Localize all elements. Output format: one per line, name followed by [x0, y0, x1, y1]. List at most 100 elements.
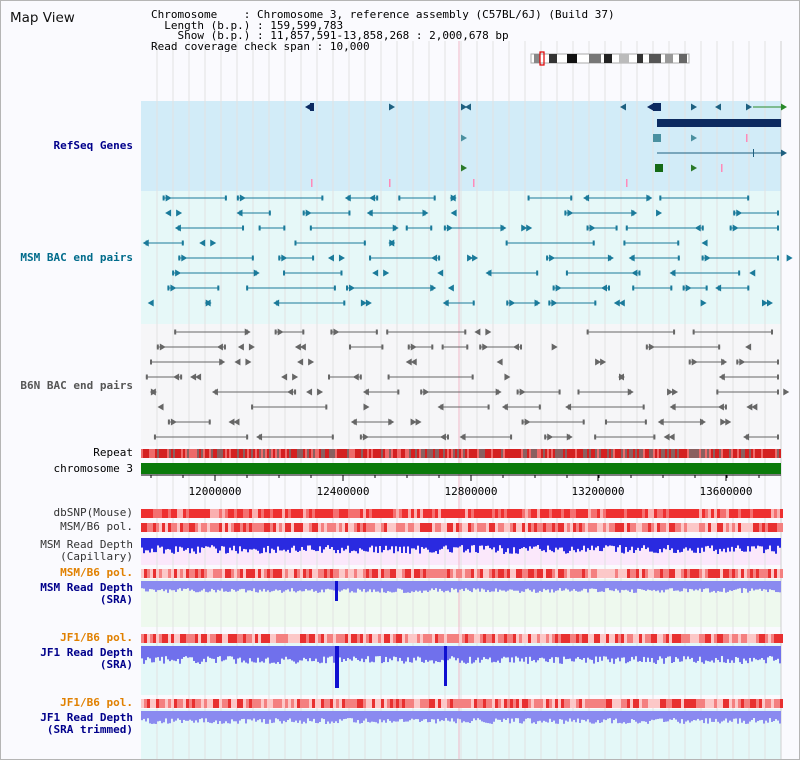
msm-b6-pol-segment	[396, 523, 399, 532]
msm-b6-pol-segment	[252, 523, 255, 532]
repeat-segment	[255, 449, 257, 458]
msm-bac-end-arrow	[165, 194, 172, 202]
msm-b6-pol-segment	[381, 523, 384, 532]
jf1-depth-trimmed-bar	[427, 711, 429, 723]
msm-b6-pol2-segment	[294, 569, 297, 578]
msm-depth-sra-bar	[627, 581, 629, 591]
msm-depth-capillary-bar	[767, 538, 769, 550]
jf1-depth-sra-bar	[261, 646, 263, 662]
jf1-depth-sra-bar	[497, 646, 499, 661]
repeat-segment	[667, 449, 669, 458]
jf1-depth-sra-bar	[619, 646, 621, 662]
jf1-depth-sra-bar	[409, 646, 411, 663]
jf1-depth-trimmed-bar	[675, 711, 677, 720]
msm-depth-sra-bar	[353, 581, 355, 593]
track-label-msm-depth-sra-1[interactable]: MSM Read Depth	[40, 581, 133, 594]
msm-b6-pol-segment	[141, 523, 144, 532]
msm-depth-capillary-bar	[467, 538, 469, 550]
msm-b6-pol-segment	[255, 523, 258, 532]
jf1-depth-sra-bar	[567, 646, 569, 659]
jf1-b6-pol-segment	[453, 634, 456, 643]
track-label-jf1-b6-pol-2[interactable]: JF1/B6 pol.	[60, 696, 133, 709]
track-label-msm-depth-capillary-1[interactable]: MSM Read Depth	[40, 538, 133, 551]
msm-depth-capillary-bar	[621, 538, 623, 553]
msm-depth-capillary-bar	[283, 538, 285, 550]
b6n-bac-end-arrow	[350, 418, 357, 426]
jf1-b6-pol2-segment	[747, 699, 750, 708]
msm-depth-capillary-bar	[709, 538, 711, 549]
jf1-b6-pol2-segment	[228, 699, 231, 708]
msm-b6-pol-segment	[570, 523, 573, 532]
jf1-b6-pol-segment	[675, 634, 678, 643]
jf1-depth-sra-bar-spike	[444, 646, 447, 686]
msm-depth-capillary-bar	[169, 538, 171, 550]
track-label-jf1-b6-pol[interactable]: JF1/B6 pol.	[60, 631, 133, 644]
jf1-depth-sra-bar	[413, 646, 415, 658]
jf1-depth-trimmed-bar	[357, 711, 359, 721]
jf1-b6-pol-segment	[624, 634, 627, 643]
dbsnp-segment	[516, 509, 519, 518]
msm-depth-sra-bar	[551, 581, 553, 590]
repeat-segment	[641, 449, 643, 458]
track-label-dbsnp[interactable]: dbSNP(Mouse)	[53, 506, 133, 519]
jf1-b6-pol-segment	[438, 634, 441, 643]
msm-depth-sra-bar	[237, 581, 239, 591]
jf1-b6-pol-segment	[774, 634, 777, 643]
msm-depth-capillary-bar	[159, 538, 161, 548]
repeat-segment	[673, 449, 675, 458]
track-label-jf1-depth-sra-1[interactable]: JF1 Read Depth	[40, 646, 133, 659]
repeat-segment	[513, 449, 515, 458]
track-label-msm-b6-pol[interactable]: MSM/B6 pol.	[60, 520, 133, 533]
jf1-depth-trimmed-bar	[615, 711, 617, 719]
msm-depth-sra-bar	[189, 581, 191, 591]
jf1-depth-sra-bar	[371, 646, 373, 662]
track-label-b6n-bac[interactable]: B6N BAC end pairs	[20, 379, 133, 392]
jf1-b6-pol2-segment	[744, 699, 747, 708]
jf1-depth-sra-bar	[737, 646, 739, 658]
jf1-b6-pol-segment	[660, 634, 663, 643]
dbsnp-segment	[564, 509, 567, 518]
msm-bac-pair-end	[552, 285, 555, 291]
track-label-repeat: Repeat	[93, 446, 133, 459]
msm-b6-pol-segment	[561, 523, 564, 532]
jf1-depth-sra-bar	[453, 646, 455, 658]
jf1-depth-trimmed-bar	[141, 711, 143, 721]
msm-depth-sra-bar	[563, 581, 565, 591]
track-label-msm-bac[interactable]: MSM BAC end pairs	[20, 251, 133, 264]
repeat-segment	[619, 449, 621, 458]
track-label-msm-b6-pol-2[interactable]: MSM/B6 pol.	[60, 566, 133, 579]
dbsnp-segment	[504, 509, 507, 518]
jf1-b6-pol-segment	[156, 634, 159, 643]
msm-b6-pol-segment	[213, 523, 216, 532]
b6n-bac-end-arrow	[513, 343, 520, 351]
msm-depth-sra-bar	[511, 581, 513, 590]
msm-b6-pol-segment	[423, 523, 426, 532]
jf1-depth-trimmed-bar	[189, 711, 191, 720]
msm-b6-pol2-segment	[684, 569, 687, 578]
dbsnp-segment	[471, 509, 474, 518]
jf1-depth-sra-bar	[187, 646, 189, 658]
track-label-refseq[interactable]: RefSeq Genes	[53, 139, 133, 152]
jf1-b6-pol-segment	[144, 634, 147, 643]
jf1-depth-trimmed-bar	[521, 711, 523, 724]
jf1-depth-sra-bar	[157, 646, 159, 658]
msm-depth-sra-bar	[779, 581, 781, 593]
jf1-depth-trimmed-bar	[411, 711, 413, 719]
jf1-depth-sra-bar	[663, 646, 665, 664]
msm-depth-sra-bar	[547, 581, 549, 590]
msm-depth-sra-bar	[475, 581, 477, 590]
msm-depth-sra-bar	[643, 581, 645, 591]
dbsnp-segment	[228, 509, 231, 518]
msm-b6-pol-segment	[723, 523, 726, 532]
b6n-bac-end-arrow	[211, 388, 218, 396]
msm-depth-capillary-bar	[285, 538, 287, 552]
jf1-depth-sra-bar	[495, 646, 497, 663]
msm-b6-pol-segment	[351, 523, 354, 532]
dbsnp-segment	[240, 509, 243, 518]
msm-depth-capillary-bar	[415, 538, 417, 550]
dbsnp-segment	[396, 509, 399, 518]
msm-depth-capillary-bar	[433, 538, 435, 553]
dbsnp-segment	[453, 509, 456, 518]
track-label-jf1-depth-trimmed-1[interactable]: JF1 Read Depth	[40, 711, 133, 724]
